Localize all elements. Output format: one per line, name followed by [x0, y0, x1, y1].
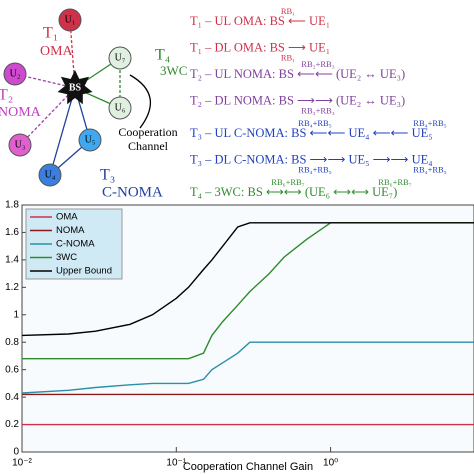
arrow-label: RB₁ — [281, 6, 295, 16]
user-node — [58, 8, 82, 32]
chart: 0 0.2 0.4 0.6 0.8 1 1.2 1.4 1.6 1.8 10⁻² 10⁻¹ 10⁰ Coo… — [5, 200, 474, 473]
legend-label: OMA — [56, 212, 78, 223]
user-node — [8, 133, 32, 157]
x-tick-label: 10⁻¹ — [166, 458, 186, 469]
diagram-label: NOMA — [0, 105, 42, 120]
x-tick-label: 10⁻² — [12, 458, 32, 469]
node-label: U₃ — [15, 139, 26, 150]
arrow-label: RB₄+RB₅ — [298, 164, 331, 174]
legend-label: C-NOMA — [56, 239, 95, 250]
arrow-label: RB₄+RB₅ — [298, 118, 331, 128]
link — [49, 87, 76, 176]
arrow-label: RB₆+RB₇ — [271, 177, 304, 187]
y-tick-label: 1.2 — [5, 282, 19, 293]
user-node — [38, 163, 62, 187]
arrow-label: RB₆+RB₇ — [378, 177, 411, 187]
diagram-label: OMA — [40, 44, 74, 59]
x-axis-label: Cooperation Channel Gain — [183, 461, 313, 473]
diagram-label: T₃ — [100, 167, 115, 184]
node-label: U₄ — [45, 169, 56, 180]
node-label: U₆ — [115, 102, 126, 113]
arrow-label: RB₁ — [281, 52, 295, 62]
user-node — [108, 96, 132, 120]
diagram-label: T₄ — [155, 47, 171, 64]
user-node — [78, 128, 102, 152]
y-tick-label: 0.4 — [5, 392, 19, 403]
y-tick-label: 1.8 — [5, 200, 19, 211]
coop-arrow — [129, 74, 152, 129]
node-label: U₂ — [10, 68, 21, 79]
user-node — [3, 62, 27, 86]
x-tick-label: 10⁰ — [323, 458, 338, 469]
series-line — [21, 341, 474, 394]
legend-label: NOMA — [56, 225, 85, 236]
equation: T₃ – DL C-NOMA: BS ⟶⟶ UE₅ ⟶⟶ UE₄ — [190, 152, 433, 166]
equation: T₁ – UL OMA: BS ⟵ UE₁ — [190, 14, 330, 28]
diagram-label: Cooperation — [118, 125, 177, 139]
y-tick-label: 0.6 — [5, 364, 19, 375]
node-label: U₁ — [65, 14, 76, 25]
y-tick-label: 0.2 — [5, 419, 19, 430]
node-label: U₇ — [115, 52, 126, 63]
link — [19, 87, 76, 146]
diagram-label: 3WC — [160, 63, 187, 78]
y-tick-label: 1 — [13, 309, 19, 320]
node-label: U₅ — [85, 134, 96, 145]
equation: T₄ – 3WC: BS ⟷⟷ (UE₆ ⟷⟷ UE₇) — [190, 185, 397, 199]
arrow-label: RB₂+RB₃ — [301, 59, 334, 69]
diagram-label: C-NOMA — [102, 184, 163, 200]
node-label: BS — [69, 82, 82, 93]
equation: T₁ – DL OMA: BS ⟶ UE₁ — [190, 40, 330, 54]
diagram-label: T₂ — [0, 87, 13, 104]
bs-node — [57, 70, 93, 105]
arrow-label: RB₄+RB₅ — [413, 164, 446, 174]
y-tick-label: 1.4 — [5, 255, 19, 266]
legend-label: Upper Bound — [56, 266, 112, 277]
y-tick-label: 0 — [13, 447, 19, 458]
user-node — [108, 46, 132, 70]
arrow-label: RB₄+RB₅ — [413, 118, 446, 128]
equation: T₂ – DL NOMA: BS ⟶⟶ (UE₂ ↔ UE₃) — [190, 93, 405, 107]
y-tick-label: 1.6 — [5, 227, 19, 238]
legend-label: 3WC — [56, 252, 77, 263]
arrow-label: RB₂+RB₃ — [301, 105, 334, 115]
diagram-label: T₁ — [43, 25, 58, 42]
y-tick-label: 0.8 — [5, 337, 19, 348]
series-line — [21, 222, 474, 337]
equation: T₂ – UL NOMA: BS ⟵⟵ (UE₂ ↔ UE₃) — [190, 67, 405, 81]
diagram-label: Channel — [128, 139, 169, 153]
equation: T₃ – UL C-NOMA: BS ⟵⟵ UE₄ ⟵⟵ UE₅ — [190, 126, 433, 140]
